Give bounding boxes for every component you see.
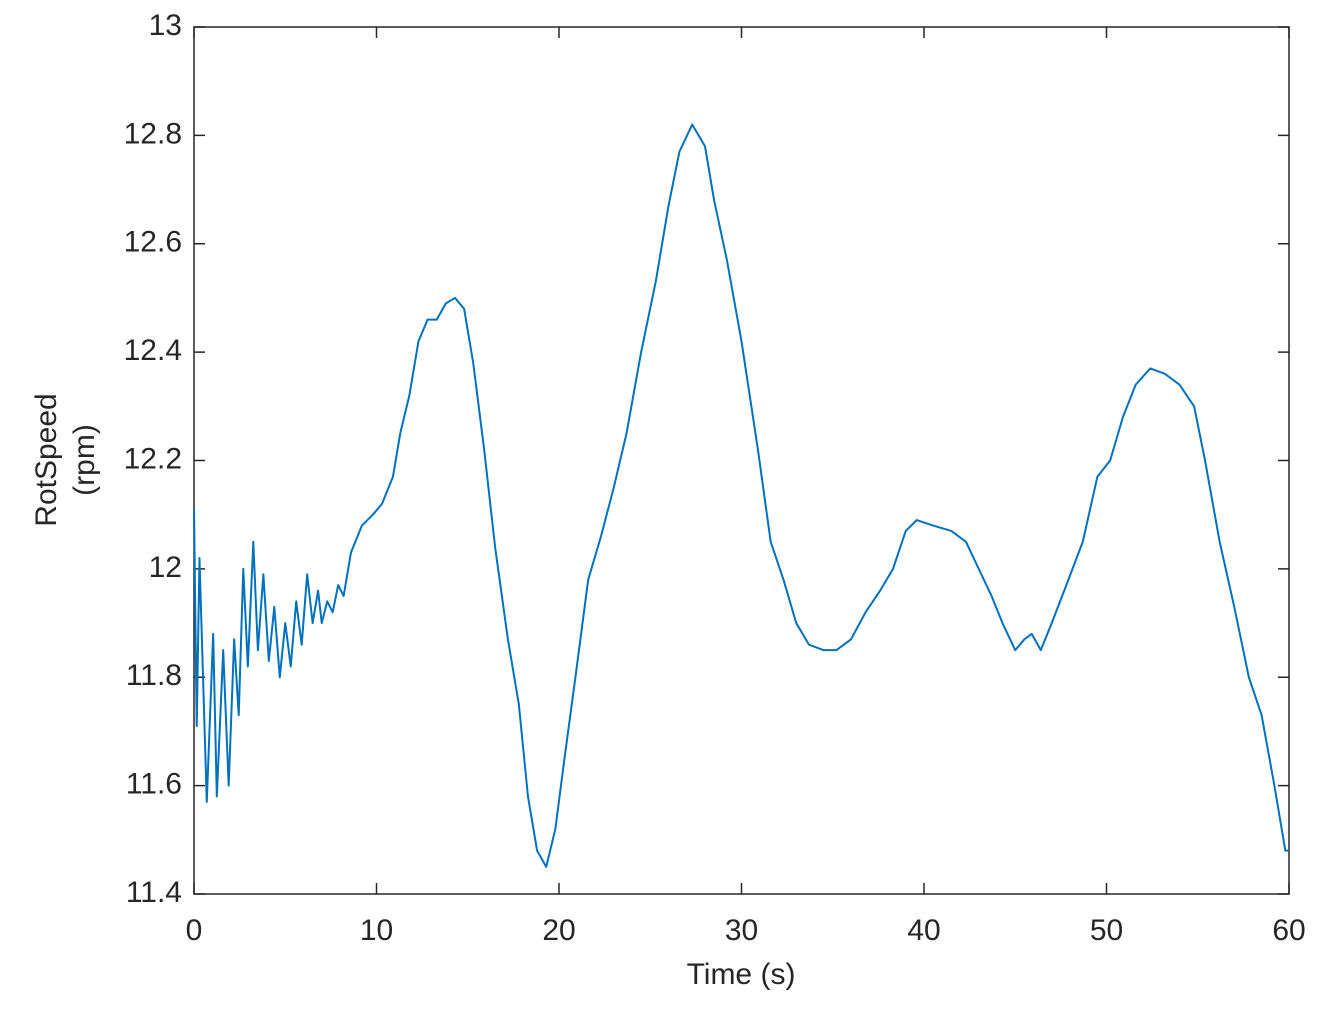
y-tick-label: 12.4 <box>124 334 182 367</box>
y-tick-label: 12.2 <box>124 442 182 475</box>
x-tick-label: 60 <box>1272 914 1305 947</box>
y-axis-label-line: RotSpeed <box>30 393 63 526</box>
y-tick-label: 12 <box>149 551 182 584</box>
y-tick-label: 12.8 <box>124 117 182 150</box>
plot-area <box>193 26 1290 895</box>
x-tick-label: 20 <box>542 914 575 947</box>
y-axis-label: RotSpeed (rpm) <box>30 393 101 526</box>
y-tick-label: 11.8 <box>126 659 182 692</box>
line-series <box>193 123 1289 868</box>
x-tick-label: 30 <box>725 914 758 947</box>
y-tick-label: 12.6 <box>124 226 182 259</box>
x-tick-label: 50 <box>1090 914 1123 947</box>
y-tick-label: 11.6 <box>126 768 182 801</box>
x-tick-label: 10 <box>360 914 393 947</box>
y-tick-label: 13 <box>149 9 182 42</box>
x-tick-label: 0 <box>186 914 203 947</box>
x-axis-label: Time (s) <box>687 958 796 991</box>
y-tick-label: 11.4 <box>126 876 182 909</box>
x-tick-label: 40 <box>907 914 940 947</box>
y-axis-label-line: (rpm) <box>68 424 101 496</box>
